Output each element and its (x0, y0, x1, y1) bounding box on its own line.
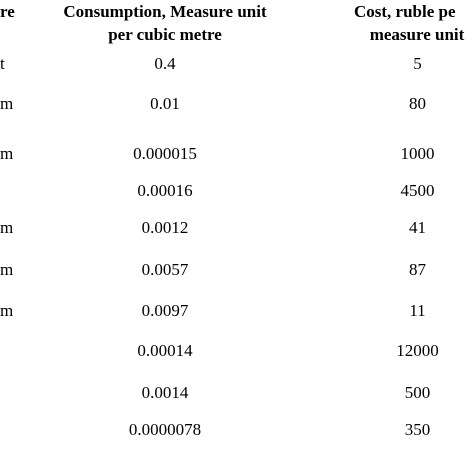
row-label: m (0, 94, 14, 113)
row-label: m (0, 301, 14, 320)
header-cell: per cubic metre (108, 25, 222, 44)
consumption-cell: 0.01 (150, 94, 180, 113)
consumption-cell: 0.0097 (141, 301, 189, 320)
row-label: m (0, 218, 14, 237)
cost-cell: 1000 (400, 144, 435, 163)
header-cell: re (0, 2, 15, 21)
consumption-cell: 0.000015 (133, 144, 197, 163)
row-label: t (0, 54, 5, 73)
cost-cell: 4500 (400, 181, 435, 200)
cost-cell: 12000 (396, 341, 439, 360)
cost-cell: 87 (409, 260, 426, 279)
row-label: m (0, 144, 14, 163)
cost-cell: 80 (409, 94, 426, 113)
cost-cell: 350 (404, 420, 431, 439)
consumption-cell: 0.0000078 (128, 420, 202, 439)
header-cell: measure unit (369, 25, 465, 44)
row-label: m (0, 260, 14, 279)
cost-cell: 11 (409, 301, 426, 320)
consumption-cell: 0.0057 (141, 260, 189, 279)
consumption-cell: 0.00016 (137, 181, 193, 200)
header-cell: Consumption, Measure unit (63, 2, 267, 21)
cost-cell: 41 (409, 218, 426, 237)
header-cell: Cost, ruble pe (354, 2, 456, 21)
consumption-cell: 0.4 (154, 54, 176, 73)
cost-cell: 5 (413, 54, 422, 73)
consumption-cell: 0.0012 (141, 218, 189, 237)
cost-cell: 500 (404, 383, 431, 402)
consumption-cell: 0.00014 (137, 341, 193, 360)
consumption-cell: 0.0014 (141, 383, 189, 402)
